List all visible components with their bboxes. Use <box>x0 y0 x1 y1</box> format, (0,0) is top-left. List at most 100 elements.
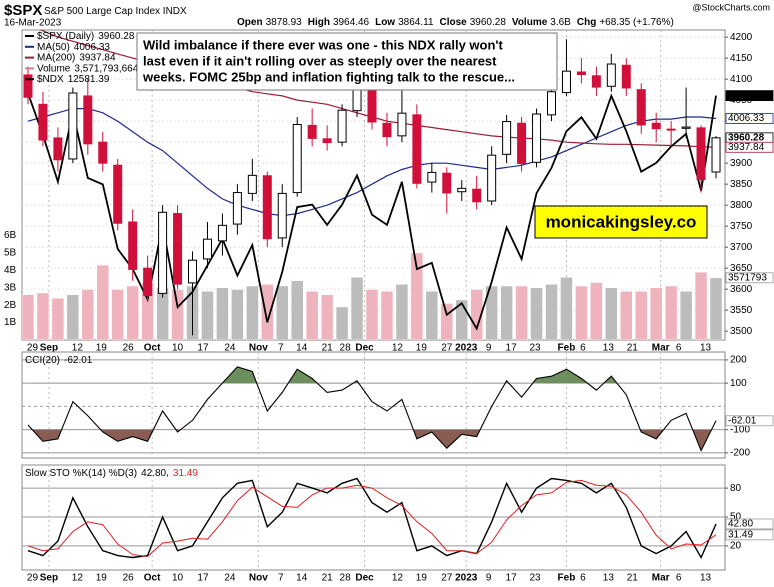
plot-area <box>22 366 725 452</box>
candle-body <box>173 213 183 285</box>
candle-body <box>546 91 556 116</box>
candle-body <box>621 64 631 89</box>
x-tick-label: Nov <box>249 343 268 354</box>
candle-body <box>696 127 706 181</box>
quote-value: 3960.28 <box>470 17 507 28</box>
volume-bar <box>410 252 424 340</box>
volume-bar <box>111 289 124 340</box>
candle-body <box>322 138 332 144</box>
exchange: INDX <box>163 6 187 17</box>
x-tick-label: 26 <box>123 573 135 584</box>
candle-body <box>397 112 407 137</box>
value-label: 42.80 <box>728 519 753 530</box>
volume-bar <box>96 264 110 340</box>
value-label-box <box>725 90 774 102</box>
volume-bar <box>231 289 244 340</box>
panel-title: CCI(20) -62.01 <box>25 355 93 366</box>
volume-bar <box>380 290 394 340</box>
candle-body <box>53 137 63 161</box>
candle-body <box>636 89 646 126</box>
y-tick-label: -100 <box>730 424 750 435</box>
candle-body <box>502 121 512 155</box>
quote-label: Chg <box>577 17 596 28</box>
volume-bar <box>470 289 483 340</box>
volume-bar <box>51 297 65 340</box>
x-tick-label: 23 <box>529 573 541 584</box>
value-label-box <box>725 529 774 541</box>
x-tick-label: 6 <box>676 573 682 584</box>
y-tick-label: 3900 <box>730 158 753 169</box>
volume-bar <box>320 294 334 340</box>
legend-entry: $SPX (Daily) 3960.28 <box>37 31 135 42</box>
candle-body <box>591 75 601 88</box>
legend-entry: MA(50) 4006.33 <box>37 41 110 52</box>
volume-bar <box>440 303 454 340</box>
site: monicakingsley.co <box>546 212 697 231</box>
candle-body <box>666 128 676 131</box>
y-tick-label: 4150 <box>730 53 753 64</box>
candle-body <box>337 109 347 143</box>
annotation-line: last even if it ain't rolling over as st… <box>143 53 497 68</box>
x-tick-label: 27 <box>441 343 453 354</box>
date: 16-Mar-2023 <box>4 18 62 29</box>
x-tick-label: Oct <box>144 343 161 354</box>
x-tick-label: Dec <box>355 343 374 354</box>
legend-name: MA(200) <box>37 52 75 63</box>
volume-tick-label: 1B <box>4 317 17 328</box>
volume-tick-label: 4B <box>4 265 17 276</box>
x-tick-label: 13 <box>700 343 712 354</box>
y-tick-label: 3850 <box>730 179 753 190</box>
volume-bar <box>515 285 528 340</box>
volume-bar <box>605 287 618 340</box>
candle-body <box>576 71 586 76</box>
x-tick-label: 19 <box>96 573 108 584</box>
candle-body <box>651 122 661 130</box>
legend-entry: Volume 3,571,793,664 <box>37 63 139 74</box>
quote-value: 3864.11 <box>398 17 434 28</box>
candle-body <box>128 221 138 270</box>
legend-value: 12581.39 <box>68 74 110 85</box>
value-label-box <box>725 518 774 530</box>
y-tick-label: 200 <box>730 355 747 366</box>
volume-bar <box>66 294 80 340</box>
x-tick-label: Sep <box>40 343 58 354</box>
x-tick-label: 9 <box>486 343 492 354</box>
candle-body <box>487 154 497 202</box>
volume-bar <box>350 277 364 340</box>
x-tick-label: 6 <box>580 573 586 584</box>
x-tick-label: 19 <box>96 343 108 354</box>
quote-value: 3.6B <box>550 17 571 28</box>
name: S&P 500 Large Cap Index <box>44 6 160 17</box>
x-tick-label: 28 <box>340 573 352 584</box>
x-tick-label: 9 <box>486 573 492 584</box>
line-series <box>27 108 717 217</box>
volume-tick-label: 5B <box>4 248 17 259</box>
symbol: $SPX <box>4 2 42 19</box>
volume-bar <box>575 285 588 340</box>
value-label-box <box>725 272 774 284</box>
legend-value: 3937.84 <box>79 52 116 63</box>
candle-body <box>158 211 168 294</box>
volume-bar <box>81 289 95 340</box>
volume-bar <box>500 285 513 340</box>
quote-value: +68.35 (+1.76%) <box>599 17 674 28</box>
x-tick-label: 14 <box>296 573 308 584</box>
x-tick-label: 24 <box>224 573 236 584</box>
volume-bar <box>365 289 379 340</box>
quote-label: Low <box>375 17 395 28</box>
x-tick-label: 17 <box>197 343 209 354</box>
candle-body <box>98 141 108 164</box>
candle-body <box>217 224 227 242</box>
volume-bar <box>36 292 50 340</box>
x-tick-label: 27 <box>441 573 453 584</box>
volume-tick-label: 3B <box>4 282 17 293</box>
y-tick-label: 3750 <box>730 221 753 232</box>
candle-body <box>382 122 392 138</box>
candle-body <box>23 74 33 98</box>
quote-label: High <box>308 17 330 28</box>
x-tick-label: 29 <box>27 573 39 584</box>
quote-label: Close <box>440 17 468 28</box>
plot-area <box>27 477 717 560</box>
x-tick-label: 13 <box>603 573 615 584</box>
